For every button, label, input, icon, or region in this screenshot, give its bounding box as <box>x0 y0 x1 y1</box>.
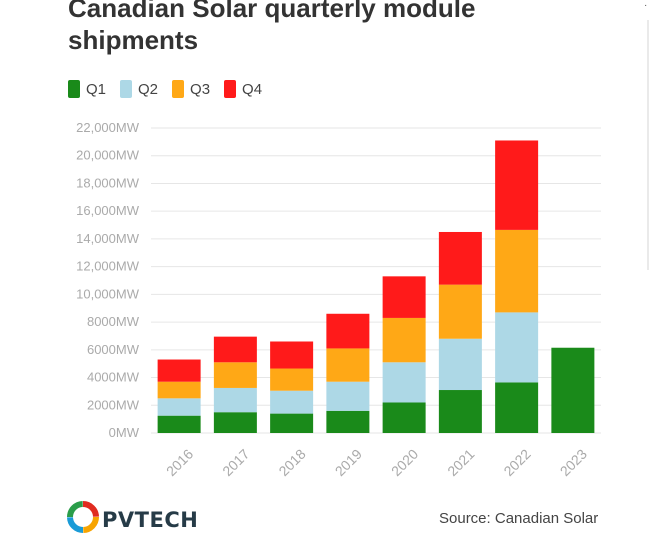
chart: 0MW 2000MW 4000MW 6000MW 8000MW 10,000MW 12,00… <box>76 120 601 479</box>
x-tick-label: 2018 <box>275 446 308 479</box>
chart-title: Canadian Solar quarterly module shipment… <box>68 0 476 55</box>
x-tick-label: 2021 <box>444 446 477 479</box>
bar-q3-2021 <box>438 284 482 339</box>
x-tick-label: 2017 <box>219 446 252 479</box>
right-edge-strip <box>647 20 649 270</box>
legend-item-q4: Q4 <box>224 80 262 98</box>
bar-q4-2018 <box>270 341 314 369</box>
y-tick-label: 6000MW <box>87 342 140 357</box>
y-tick-label: 4000MW <box>87 370 140 385</box>
x-tick-label: 2019 <box>332 446 365 479</box>
legend-swatch-q4 <box>224 80 237 98</box>
pvtech-logo-text: PVTECH <box>102 507 199 532</box>
bar-q2-2019 <box>326 381 370 411</box>
bar-q3-2016 <box>157 381 201 399</box>
bar-q1-2018 <box>270 413 314 433</box>
bar-q1-2021 <box>438 390 482 433</box>
legend-label-q1: Q1 <box>86 80 107 98</box>
legend: Q1 Q2 Q3 Q4 <box>68 80 262 98</box>
y-tick-label: 0MW <box>109 425 140 440</box>
y-tick-label: 8000MW <box>87 314 140 329</box>
bar-q2-2016 <box>157 398 201 416</box>
y-tick-label: 12,000MW <box>76 259 140 274</box>
legend-label-q4: Q4 <box>242 80 263 98</box>
bar-q4-2022 <box>495 140 539 230</box>
x-tick-label: 2020 <box>388 446 421 479</box>
bar-q2-2021 <box>438 338 482 391</box>
legend-swatch-q3 <box>172 80 185 98</box>
x-tick-label: 2022 <box>500 446 533 479</box>
bar-q1-2022 <box>495 382 539 433</box>
legend-swatch-q2 <box>120 80 133 98</box>
bar-q1-2023 <box>551 347 595 433</box>
bar-q4-2016 <box>157 359 201 382</box>
bar-q3-2019 <box>326 348 370 382</box>
bar-q1-2016 <box>157 415 201 433</box>
source-note: Source: Canadian Solar <box>439 510 599 527</box>
y-tick-label: 14,000MW <box>76 231 140 246</box>
legend-item-q3: Q3 <box>172 80 210 98</box>
y-tick-label: 22,000MW <box>76 120 140 135</box>
legend-item-q1: Q1 <box>68 80 106 98</box>
bar-q1-2017 <box>213 412 257 433</box>
y-tick-label: 18,000MW <box>76 175 140 190</box>
pvtech-logo-icon <box>66 500 100 539</box>
legend-label-q3: Q3 <box>190 80 211 98</box>
x-tick-label: 2016 <box>163 446 196 479</box>
bar-q3-2017 <box>213 362 257 388</box>
bar-q4-2017 <box>213 336 257 363</box>
bar-q4-2020 <box>382 276 426 318</box>
y-tick-label: 10,000MW <box>76 286 140 301</box>
bar-q1-2020 <box>382 402 426 433</box>
y-tick-label: 16,000MW <box>76 203 140 218</box>
right-edge-mark: · <box>644 0 648 11</box>
legend-item-q2: Q2 <box>120 80 158 98</box>
bar-q3-2018 <box>270 368 314 391</box>
bar-q4-2019 <box>326 313 370 349</box>
y-tick-label: 2000MW <box>87 397 140 412</box>
legend-swatch-q1 <box>68 80 80 98</box>
bar-q2-2017 <box>213 387 257 413</box>
bar-q3-2020 <box>382 317 426 363</box>
y-tick-label: 20,000MW <box>76 148 140 163</box>
x-tick-label: 2023 <box>557 446 590 479</box>
bar-q1-2019 <box>326 410 370 433</box>
bar-q4-2021 <box>438 231 482 285</box>
pvtech-logo: PVTECH <box>66 500 198 539</box>
bar-q3-2022 <box>495 229 539 313</box>
bar-q2-2020 <box>382 362 426 403</box>
bar-q2-2022 <box>495 312 539 383</box>
legend-label-q2: Q2 <box>138 80 159 98</box>
bar-q2-2018 <box>270 390 314 414</box>
